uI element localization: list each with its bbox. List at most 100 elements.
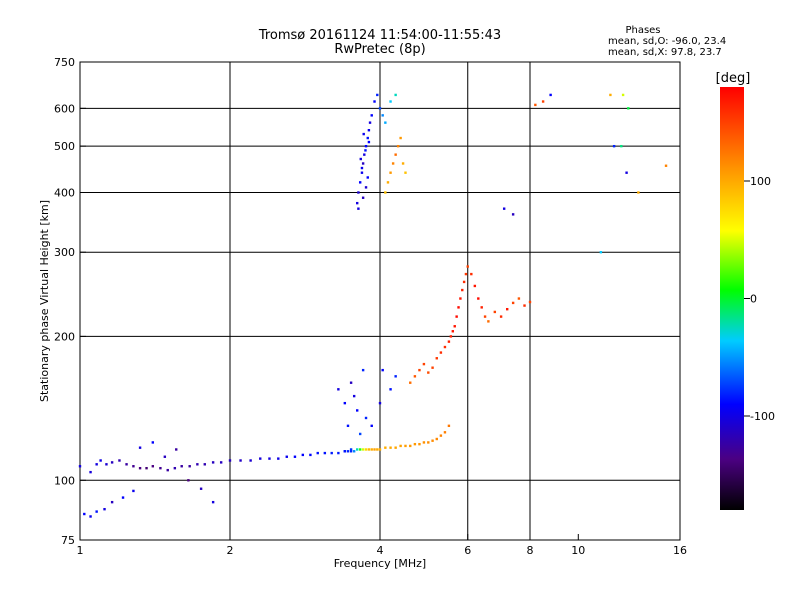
data-point-2-11 <box>376 448 379 451</box>
data-point-6-7 <box>401 162 405 165</box>
data-points <box>78 93 668 518</box>
data-point-0-13 <box>166 468 169 472</box>
data-point-8-10 <box>620 144 623 148</box>
grid-lines <box>79 62 680 540</box>
data-point-3-15 <box>459 297 462 300</box>
data-point-2-15 <box>394 446 397 449</box>
data-point-0-15 <box>180 465 183 468</box>
colorbar-label: [deg] <box>716 71 751 86</box>
chart-subtitle: RwPretec (8p) <box>334 42 425 57</box>
data-point-9-6 <box>346 424 350 428</box>
data-point-2-9 <box>370 448 373 451</box>
y-tick-label-3: 300 <box>54 246 75 259</box>
data-point-3-12 <box>453 325 456 328</box>
colorbar-tick-label-0: 100 <box>750 175 771 188</box>
y-tick-label-1: 100 <box>54 474 75 487</box>
data-point-2-10 <box>373 448 376 451</box>
data-point-1-1 <box>89 515 92 518</box>
data-point-0-5 <box>110 461 114 464</box>
x-tick-label-3: 6 <box>464 544 471 557</box>
data-point-5-5 <box>363 153 366 156</box>
data-point-7-5 <box>389 100 392 103</box>
data-point-0-27 <box>285 455 288 458</box>
data-point-1-0 <box>83 512 86 516</box>
data-point-0-16 <box>188 465 191 468</box>
data-point-0-28 <box>293 455 297 458</box>
data-point-9-3 <box>361 368 365 372</box>
data-point-2-24 <box>435 437 438 441</box>
data-point-1-7 <box>138 446 142 449</box>
data-point-1-9 <box>163 455 167 458</box>
data-point-0-21 <box>228 459 232 462</box>
data-point-0-8 <box>132 465 135 468</box>
data-point-5-16 <box>359 157 362 161</box>
data-point-7-2 <box>378 107 382 110</box>
data-point-0-24 <box>259 457 262 460</box>
x-tick-label-2: 4 <box>377 544 384 557</box>
data-point-3-0 <box>409 381 412 384</box>
data-point-7-3 <box>381 114 384 117</box>
data-point-6-2 <box>389 171 392 174</box>
data-point-2-5 <box>358 448 362 451</box>
data-point-5-6 <box>364 144 368 148</box>
data-point-6-3 <box>391 162 395 165</box>
data-point-5-19 <box>362 132 365 136</box>
x-tick-label-0: 1 <box>77 544 84 557</box>
data-point-9-5 <box>337 388 340 391</box>
data-point-9-7 <box>358 432 362 436</box>
data-point-5-8 <box>367 128 371 132</box>
data-point-9-2 <box>349 381 353 384</box>
data-point-7-0 <box>373 100 376 103</box>
data-point-2-26 <box>443 431 447 434</box>
x-axis: 1 2 4 6 8 10 16 <box>77 534 687 557</box>
data-point-9-0 <box>352 394 356 398</box>
data-point-1-2 <box>95 510 98 513</box>
data-point-9-9 <box>370 424 373 428</box>
data-point-3-1 <box>413 375 417 378</box>
data-point-0-34 <box>337 451 340 455</box>
data-point-0-3 <box>99 459 102 462</box>
y-axis: 75 100 200 300 400 500 600 750 <box>54 56 86 547</box>
data-point-2-20 <box>418 442 421 446</box>
data-point-8-4 <box>549 93 552 97</box>
data-point-3-17 <box>462 280 466 284</box>
data-point-5-7 <box>366 136 369 140</box>
data-point-2-22 <box>427 441 430 444</box>
data-point-6-1 <box>386 181 390 184</box>
colorbar-tick-label-1: 0 <box>750 293 757 306</box>
data-point-8-12 <box>637 191 640 194</box>
data-point-1-12 <box>199 487 203 490</box>
data-point-0-22 <box>239 459 242 462</box>
data-point-2-12 <box>378 448 382 451</box>
colorbar-tick-label-2: -100 <box>750 410 775 423</box>
data-point-2-6 <box>361 448 365 451</box>
data-point-5-0 <box>355 201 359 205</box>
data-point-4-3 <box>480 306 483 309</box>
data-point-0-11 <box>151 465 155 468</box>
data-point-5-9 <box>368 121 372 124</box>
data-point-5-4 <box>361 162 365 165</box>
data-point-6-4 <box>394 153 397 156</box>
data-point-0-17 <box>196 463 199 466</box>
data-point-9-13 <box>394 375 397 378</box>
data-point-3-13 <box>455 315 458 318</box>
data-point-0-30 <box>309 453 312 457</box>
data-point-0-36 <box>349 450 353 453</box>
data-point-8-9 <box>599 251 603 254</box>
data-point-1-6 <box>132 489 135 493</box>
data-point-3-8 <box>443 345 447 349</box>
data-point-0-23 <box>249 459 252 462</box>
data-point-2-14 <box>389 446 392 449</box>
data-point-3-4 <box>427 371 430 374</box>
data-point-5-2 <box>358 181 362 184</box>
data-point-9-1 <box>355 409 359 412</box>
data-point-5-11 <box>361 196 365 199</box>
data-point-5-18 <box>367 140 371 144</box>
data-point-5-1 <box>357 191 360 194</box>
data-point-3-9 <box>447 340 451 343</box>
data-point-4-5 <box>487 320 490 323</box>
data-point-4-9 <box>511 301 515 305</box>
data-point-2-19 <box>413 442 417 446</box>
data-point-6-6 <box>399 136 402 140</box>
data-point-1-5 <box>121 496 125 499</box>
